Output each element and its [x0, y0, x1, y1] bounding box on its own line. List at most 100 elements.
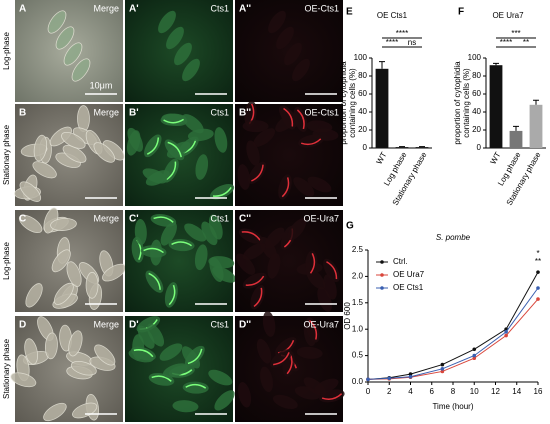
legend-label: OE Ura7 [393, 270, 425, 279]
data-point [408, 374, 413, 379]
significance-label: *** [511, 29, 520, 38]
y-tick-label: 40 [472, 107, 481, 116]
cell [145, 170, 170, 186]
panel-letter: C' [129, 214, 139, 225]
cell [160, 222, 177, 246]
x-tick-label: 0 [366, 387, 371, 396]
cell [208, 214, 223, 240]
x-tick-label: 6 [430, 387, 435, 396]
cytophidium [133, 349, 154, 358]
x-tick-label: 12 [491, 387, 500, 396]
y-axis-label: OD 600 [343, 302, 352, 330]
cytophidium [163, 118, 184, 124]
cell [307, 176, 332, 193]
x-tick-label: WT [489, 150, 503, 165]
cell [24, 338, 38, 365]
cell [272, 394, 298, 410]
panel-letter: B'' [239, 108, 251, 119]
cell [145, 270, 164, 293]
data-point [536, 270, 540, 274]
cell [62, 144, 87, 163]
cell [159, 343, 183, 361]
y-axis-label: proportion of cytophidia [453, 61, 462, 145]
cell [168, 239, 195, 252]
cell [214, 127, 228, 153]
cytophidium [153, 216, 174, 223]
y-tick-label: 80 [358, 71, 367, 80]
cytophidium [168, 284, 176, 306]
panel-caption: Cts1 [210, 107, 229, 117]
bar [509, 130, 523, 148]
panel-letter: F [458, 7, 464, 18]
cell [275, 337, 297, 357]
x-tick-label: WT [375, 150, 389, 165]
cell [33, 134, 48, 162]
data-point [440, 367, 445, 371]
cell [182, 114, 204, 134]
panel-letter: D'' [239, 320, 251, 331]
significance-label: ns [408, 38, 416, 47]
cell [267, 253, 281, 279]
cell [194, 244, 208, 271]
cytophidium [281, 177, 290, 198]
significance-label: ** [523, 38, 529, 47]
cell [166, 26, 184, 50]
row-label: Log-phase [2, 242, 11, 280]
significance-label: ** [535, 257, 541, 266]
cell [259, 236, 277, 260]
significance-label: **** [500, 38, 512, 47]
data-point [472, 347, 477, 352]
cell [147, 323, 165, 347]
data-point [536, 297, 540, 301]
panel-caption: OE-Cts1 [304, 3, 339, 13]
cell [44, 332, 58, 360]
cell [66, 261, 82, 287]
cell [160, 113, 187, 126]
cytophidium [148, 272, 161, 290]
data-point [472, 353, 477, 358]
cell [208, 369, 233, 386]
x-tick-label: 10 [470, 387, 479, 396]
legend-marker [380, 260, 384, 264]
cell [284, 42, 302, 66]
cell [184, 345, 205, 367]
cell [126, 130, 141, 156]
cell [55, 26, 75, 50]
bar [529, 104, 543, 148]
cell [144, 134, 162, 158]
y-tick-label: 0 [363, 143, 368, 152]
cell [214, 390, 235, 411]
data-point [440, 362, 445, 367]
cytophidium [143, 247, 164, 254]
cell [47, 10, 67, 34]
panel-letter: E [346, 7, 353, 18]
cell [242, 243, 266, 261]
cytophidium [309, 253, 316, 274]
panel-caption: OE-Ura7 [303, 213, 339, 223]
x-tick-label: 2 [387, 387, 392, 396]
y-tick-label: 1.0 [352, 324, 364, 333]
panel-letter: D' [129, 320, 139, 331]
panel-caption: Merge [93, 107, 119, 117]
x-axis-label: Time (hour) [432, 402, 473, 411]
cell [70, 360, 97, 376]
row-label: Log-phase [2, 32, 11, 70]
data-point [440, 369, 445, 374]
panel-caption: OE-Cts1 [304, 107, 339, 117]
panel-letter: G [346, 221, 354, 232]
cell [174, 42, 192, 66]
y-tick-label: 100 [354, 53, 368, 62]
cytophidium [251, 164, 264, 182]
panel-letter: B [19, 108, 26, 119]
panel-caption: OE-Ura7 [303, 319, 339, 329]
cell [248, 161, 267, 184]
y-tick-label: 0 [477, 143, 482, 152]
y-tick-label: 2.5 [352, 245, 364, 254]
cell [182, 58, 200, 82]
cytophidium [321, 393, 343, 400]
cell [201, 221, 218, 246]
cell [164, 139, 185, 161]
cell [137, 325, 155, 349]
cell [268, 10, 286, 34]
